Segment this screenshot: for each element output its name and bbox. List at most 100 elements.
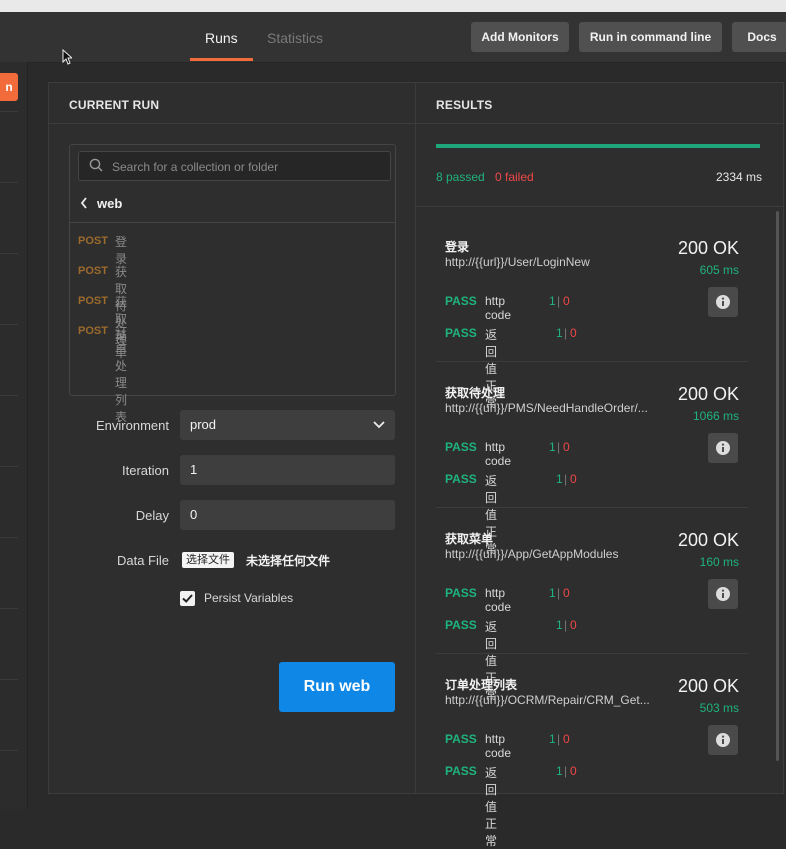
- environment-value: prod: [190, 417, 217, 432]
- sidebar-action-button[interactable]: n: [0, 73, 18, 101]
- tab-statistics[interactable]: Statistics: [267, 30, 324, 46]
- info-icon: [716, 733, 730, 747]
- sidebar-divider: [0, 395, 18, 396]
- test-status: PASS: [445, 294, 477, 308]
- info-button[interactable]: [708, 725, 738, 755]
- request-method: POST: [78, 265, 108, 277]
- request-method: POST: [78, 295, 108, 307]
- count-separator: |: [564, 326, 568, 340]
- test-pass-count: 1: [549, 294, 556, 308]
- test-status: PASS: [445, 326, 477, 340]
- mouse-cursor-icon: [62, 49, 72, 65]
- info-button[interactable]: [708, 433, 738, 463]
- result-time: 1066 ms: [692, 409, 739, 423]
- panel-divider: [415, 83, 416, 793]
- delay-label: Delay: [135, 508, 169, 523]
- result-time: 605 ms: [699, 263, 739, 277]
- results-divider: [416, 206, 783, 207]
- run-progress-bar: [436, 144, 760, 148]
- data-file-label: Data File: [116, 553, 169, 568]
- iteration-label: Iteration: [122, 463, 169, 478]
- request-method: POST: [78, 235, 108, 247]
- test-name: http code: [485, 294, 512, 322]
- sidebar-divider: [0, 537, 18, 538]
- sidebar-divider: [0, 324, 18, 325]
- info-icon: [716, 441, 730, 455]
- request-name: 获取待处理: [115, 265, 128, 347]
- results-scrollbar[interactable]: [776, 211, 779, 761]
- result-url: http://{{url}}/PMS/NeedHandleOrder/...: [445, 401, 648, 415]
- test-pass-count: 1: [556, 618, 563, 632]
- window-top-strip: [0, 0, 786, 12]
- count-separator: |: [557, 732, 561, 746]
- test-pass-count: 1: [556, 472, 563, 486]
- choose-file-button[interactable]: 选择文件: [182, 552, 234, 568]
- delay-input[interactable]: 0: [180, 500, 395, 530]
- passed-count: 8 passed: [436, 170, 485, 184]
- sidebar-divider: [0, 750, 18, 751]
- run-button[interactable]: Run web: [279, 662, 395, 712]
- count-separator: |: [557, 440, 561, 454]
- test-fail-count: 0: [563, 294, 570, 308]
- test-status: PASS: [445, 440, 477, 454]
- test-name: http code: [485, 440, 512, 468]
- results-title: RESULTS: [436, 98, 493, 112]
- collection-search-input[interactable]: Search for a collection or folder: [78, 151, 391, 181]
- iteration-input[interactable]: 1: [180, 455, 395, 485]
- chevron-left-icon[interactable]: [79, 196, 89, 210]
- result-status: 200 OK: [677, 676, 739, 696]
- run-in-command-line-button[interactable]: Run in command line: [579, 22, 722, 52]
- info-button[interactable]: [708, 579, 738, 609]
- docs-button[interactable]: Docs: [732, 22, 786, 52]
- test-name: 返回值正常: [485, 620, 498, 702]
- count-separator: |: [557, 294, 561, 308]
- result-item[interactable]: 获取待处理 http://{{url}}/PMS/NeedHandleOrder…: [445, 384, 765, 556]
- test-fail-count: 0: [570, 472, 577, 486]
- test-fail-count: 0: [570, 764, 577, 778]
- persist-variables-checkbox[interactable]: [180, 591, 195, 606]
- info-icon: [716, 587, 730, 601]
- test-fail-count: 0: [563, 586, 570, 600]
- sidebar-divider: [0, 679, 18, 680]
- tab-runs[interactable]: Runs: [205, 30, 238, 46]
- result-time: 503 ms: [699, 701, 739, 715]
- result-status: 200 OK: [677, 238, 739, 258]
- test-fail-count: 0: [570, 618, 577, 632]
- sidebar-divider: [0, 253, 18, 254]
- tab-runs-active-indicator: [190, 58, 253, 61]
- test-fail-count: 0: [563, 732, 570, 746]
- search-icon: [89, 158, 103, 172]
- search-placeholder: Search for a collection or folder: [112, 160, 279, 174]
- test-pass-count: 1: [556, 326, 563, 340]
- chevron-down-icon: [373, 421, 385, 429]
- result-status: 200 OK: [677, 530, 739, 550]
- info-button[interactable]: [708, 287, 738, 317]
- test-fail-count: 0: [570, 326, 577, 340]
- test-status: PASS: [445, 764, 477, 778]
- result-name: 订单处理列表: [445, 678, 518, 692]
- test-pass-count: 1: [549, 586, 556, 600]
- request-method: POST: [78, 325, 108, 337]
- environment-select[interactable]: prod: [180, 410, 395, 440]
- total-time: 2334 ms: [715, 170, 762, 184]
- result-separator: [436, 507, 748, 508]
- add-monitors-button[interactable]: Add Monitors: [471, 22, 569, 52]
- result-status: 200 OK: [677, 384, 739, 404]
- result-item[interactable]: 获取菜单 http://{{url}}/App/GetAppModules 20…: [445, 530, 765, 702]
- result-separator: [436, 653, 748, 654]
- result-item[interactable]: 订单处理列表 http://{{url}}/OCRM/Repair/CRM_Ge…: [445, 676, 765, 848]
- test-pass-count: 1: [549, 732, 556, 746]
- current-run-title: CURRENT RUN: [69, 98, 160, 112]
- test-pass-count: 1: [556, 764, 563, 778]
- test-name: http code: [485, 586, 512, 614]
- result-name: 登录: [445, 240, 470, 254]
- request-name: 登录: [115, 235, 128, 266]
- folder-name: web: [97, 196, 123, 211]
- test-status: PASS: [445, 618, 477, 632]
- test-name: 返回值正常: [485, 474, 498, 556]
- folder-breadcrumb[interactable]: web: [70, 187, 395, 223]
- sidebar-divider: [0, 466, 18, 467]
- result-item[interactable]: 登录 http://{{url}}/User/LoginNew 200 OK 6…: [445, 238, 765, 410]
- top-bar: Runs Statistics Add Monitors Run in comm…: [0, 12, 786, 63]
- test-fail-count: 0: [563, 440, 570, 454]
